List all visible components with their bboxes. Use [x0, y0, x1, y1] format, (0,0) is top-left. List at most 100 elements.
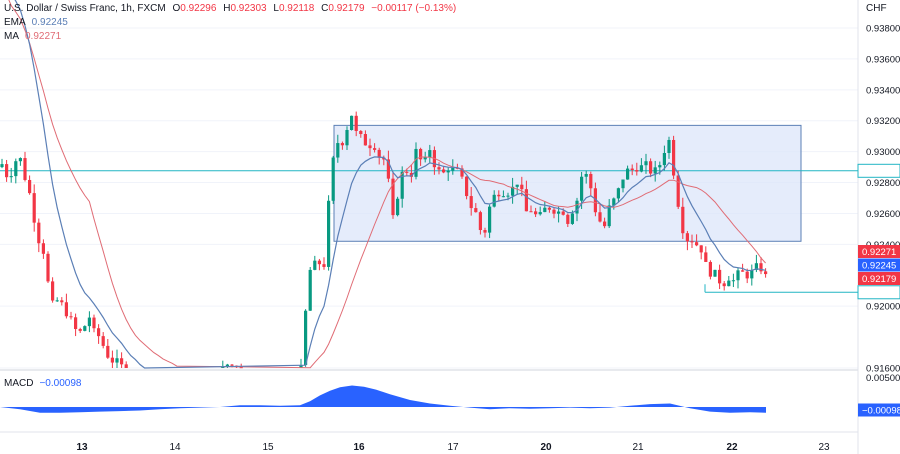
candle [745, 271, 749, 279]
candle [446, 170, 450, 173]
ema-legend[interactable]: EMA 0.92245 [4, 17, 68, 29]
price-tick-label: 0.93200 [866, 116, 900, 127]
macd-axis: 0.00500 [866, 373, 900, 384]
symbol-title[interactable]: U.S. Dollar / Swiss Franc, 1h, FXCM [4, 3, 166, 14]
candle [396, 198, 400, 216]
candle [727, 280, 731, 287]
candle [754, 263, 758, 270]
candle [350, 115, 354, 130]
time-axis[interactable]: 13 14 15 16 17 20 21 22 23 [0, 431, 858, 453]
low-level-badge: 0.92090 [862, 288, 896, 299]
candle [465, 176, 469, 197]
low-label: L [273, 3, 279, 14]
candle [612, 198, 616, 206]
candle [662, 152, 666, 166]
candle [308, 269, 312, 311]
candle [110, 357, 114, 363]
level-badge: 0.92876 [862, 166, 896, 177]
candle [14, 161, 18, 177]
candle [391, 178, 395, 216]
candle [543, 207, 547, 213]
candle [534, 211, 538, 215]
candle [690, 241, 694, 243]
candle [239, 367, 243, 369]
candle [474, 208, 478, 213]
candle [37, 222, 41, 244]
candle [759, 263, 763, 272]
candle [722, 283, 726, 287]
candle [552, 209, 556, 214]
candle [566, 214, 570, 224]
candle [23, 158, 27, 180]
candle [741, 270, 745, 272]
candle [41, 243, 45, 254]
candle [708, 261, 712, 277]
candle [83, 326, 87, 331]
candle [74, 317, 78, 330]
candle [639, 165, 643, 172]
candle [18, 158, 22, 162]
candle [538, 212, 542, 215]
candle [603, 221, 607, 227]
candle [460, 168, 464, 177]
time-tick-label: 23 [818, 442, 830, 453]
candle [713, 269, 717, 277]
currency-unit: CHF [866, 3, 887, 14]
close-label: C [321, 3, 329, 14]
candle [359, 131, 363, 135]
price-tick-label: 0.92000 [866, 302, 900, 313]
macd-legend[interactable]: MACD −0.00098 [4, 378, 81, 389]
candle [593, 188, 597, 213]
candle [575, 200, 579, 214]
candle [409, 172, 413, 177]
ma-legend[interactable]: MA 0.92271 [4, 31, 61, 43]
price-badges: 0.92876 0.92271 0.92245 0.92179 0.92090 −0.00… [857, 163, 900, 417]
ma-value: 0.92271 [25, 31, 62, 42]
candle [598, 212, 602, 222]
candle [704, 252, 708, 262]
macd-histogram [0, 385, 766, 413]
candle [313, 260, 317, 270]
candle [322, 264, 326, 267]
candle [331, 157, 335, 201]
candle [354, 115, 358, 132]
candle [230, 364, 234, 366]
candle [345, 129, 349, 146]
candle [0, 164, 4, 168]
price-axis[interactable]: 0.93800 0.93600 0.93400 0.93200 0.93000 0.928… [857, 0, 900, 454]
candle [483, 230, 487, 233]
candle [515, 184, 519, 187]
ema-label: EMA [4, 17, 26, 28]
candle [685, 233, 689, 242]
ma-label: MA [4, 31, 19, 42]
candle [299, 364, 303, 368]
candle [101, 336, 105, 346]
close-badge-bg [858, 272, 900, 285]
candle [78, 329, 82, 331]
candle [570, 213, 574, 224]
candle [382, 157, 386, 160]
candle [524, 189, 528, 212]
ma-badge-bg [858, 245, 900, 258]
candle [529, 211, 533, 213]
candle [9, 176, 13, 178]
candle [400, 171, 404, 199]
change-value: −0.00117 (−0.13%) [371, 3, 457, 14]
candle [561, 211, 565, 215]
time-tick-label: 17 [447, 442, 459, 453]
candle [667, 139, 671, 153]
candle [428, 150, 432, 158]
candle [718, 269, 722, 284]
price-tick-label: 0.93800 [866, 24, 900, 35]
candle [340, 143, 344, 146]
price-tick-label: 0.92800 [866, 178, 900, 189]
candle [414, 148, 418, 177]
ema-value: 0.92245 [31, 17, 68, 28]
time-tick-label: 15 [262, 442, 274, 453]
candle [437, 167, 441, 170]
candle [60, 300, 64, 303]
candle [304, 310, 308, 365]
candle [64, 302, 68, 317]
candle [520, 184, 524, 190]
